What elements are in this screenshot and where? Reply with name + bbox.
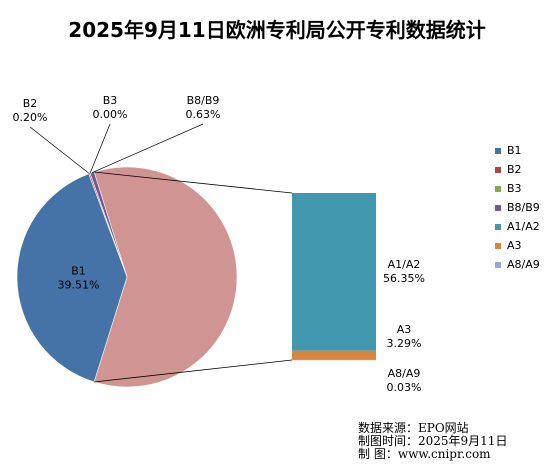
legend-swatch-b3 [495, 186, 501, 192]
data-label-name-b1: B1 [71, 265, 86, 278]
data-label-name-a8-a9: A8/A9 [388, 367, 421, 380]
legend-swatch-a8-a9 [495, 262, 501, 268]
data-label-name-a3: A3 [397, 323, 412, 336]
data-label-value-b8-b9: 0.63% [186, 108, 221, 121]
legend-label-a3: A3 [507, 239, 522, 252]
data-label-value-b1: 39.51% [58, 279, 100, 292]
legend-label-b1: B1 [507, 144, 522, 157]
legend: B1 B2 B3 B8/B9 A1/A2 A3 A8/A9 [495, 144, 540, 271]
data-label-value-a1-a2: 56.35% [383, 272, 425, 285]
footer-date: 制图时间：2025年9月11日 [358, 434, 507, 448]
pie-group [17, 167, 237, 387]
legend-label-b8-b9: B8/B9 [507, 201, 540, 214]
legend-swatch-b1 [495, 148, 501, 154]
leader-line-b2 [30, 127, 89, 174]
data-label-value-b2: 0.20% [13, 111, 48, 124]
data-label-value-b3: 0.00% [93, 108, 128, 121]
footer-source: 数据来源：EPO网站 [358, 420, 469, 435]
data-label-name-b8-b9: B8/B9 [187, 94, 220, 107]
source-footer: 数据来源：EPO网站 制图时间：2025年9月11日 制 图：www.cnipr… [358, 420, 507, 461]
chart-title: 2025年9月11日欧洲专利局公开专利数据统计 [68, 18, 485, 42]
legend-swatch-a1-a2 [495, 224, 501, 230]
bar-segment-a3 [292, 351, 376, 360]
data-label-value-a3: 3.29% [387, 337, 422, 350]
legend-swatch-a3 [495, 243, 501, 249]
legend-label-b2: B2 [507, 163, 522, 176]
leader-line-b8-b9 [92, 124, 203, 173]
legend-label-a8-a9: A8/A9 [507, 258, 540, 271]
footer-author: 制 图：www.cnipr.com [358, 447, 491, 461]
data-label-name-a1-a2: A1/A2 [388, 258, 421, 271]
data-label-name-b3: B3 [103, 94, 118, 107]
data-label-name-b2: B2 [23, 97, 38, 110]
legend-label-b3: B3 [507, 182, 522, 195]
legend-swatch-b8-b9 [495, 205, 501, 211]
legend-swatch-b2 [495, 167, 501, 173]
data-label-value-a8-a9: 0.03% [387, 381, 422, 394]
bar-segment-a1-a2 [292, 193, 376, 351]
legend-label-a1-a2: A1/A2 [507, 220, 540, 233]
